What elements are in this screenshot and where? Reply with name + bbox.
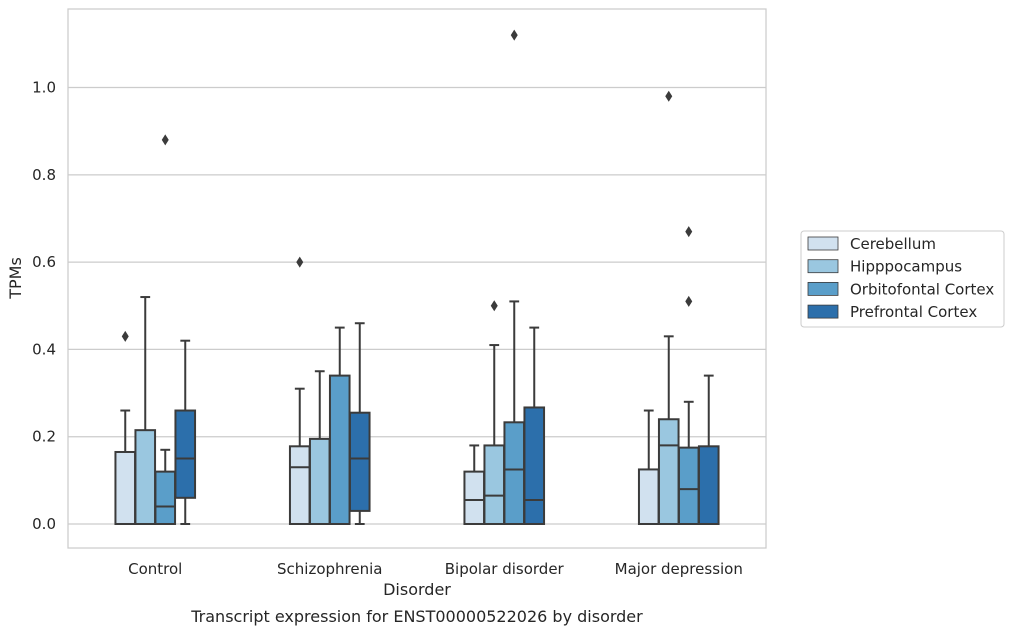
outlier-point [510,29,518,41]
box-cerebellum [288,256,311,525]
y-tick-label: 1.0 [32,79,56,97]
box-body [677,446,700,525]
box-hipppocampus [134,296,157,525]
y-tick-label: 0.2 [32,428,56,446]
box-body [308,437,331,525]
box-prefrontal-cortex [174,339,197,525]
box-body [503,421,526,525]
legend-label: Prefrontal Cortex [850,303,977,321]
outlier-point [685,226,693,238]
box-orbitofontal-cortex [677,226,700,525]
y-axis-title: TPMs [6,257,25,300]
y-tick-label: 0.4 [32,340,56,358]
box-prefrontal-cortex [697,374,720,525]
legend-label: Cerebellum [850,235,936,253]
box-body [154,470,177,525]
outlier-point [121,330,129,342]
y-tick-labels: 0.0 0.2 0.4 0.6 0.8 1.0 [32,79,56,533]
box-body [657,418,680,525]
outlier-point [685,295,693,307]
box-prefrontal-cortex [348,322,371,525]
x-tick-label: Bipolar disorder [445,560,565,578]
legend-swatch [807,259,839,274]
legend-label: Orbitofontal Cortex [850,280,994,298]
box-body [463,470,486,525]
box-body [114,450,137,525]
box-body [348,411,371,512]
legend-label: Hipppocampus [850,258,962,276]
box-body [483,444,506,525]
legend-swatch [807,304,839,319]
box-body [174,409,197,499]
box-body [288,445,311,525]
box-body [637,468,660,525]
y-tick-label: 0.8 [32,166,56,184]
x-tick-labels: Control Schizophrenia Bipolar disorder Majo… [128,560,743,578]
x-tick-label: Schizophrenia [277,560,382,578]
box-body [523,406,546,525]
y-tick-label: 0.6 [32,253,56,271]
outlier-point [665,90,673,102]
box-prefrontal-cortex [523,326,546,525]
chart-title: Transcript expression for ENST0000052202… [190,607,643,626]
legend-swatch [807,281,839,296]
x-tick-label: Control [128,560,182,578]
box-body [697,445,720,525]
boxes [114,29,720,525]
x-tick-label: Major depression [615,560,743,578]
legend-frame [800,230,1005,328]
box-orbitofontal-cortex [154,134,177,525]
box-cerebellum [637,409,660,525]
box-body [134,429,157,525]
outlier-point [490,300,498,312]
outlier-point [161,134,169,146]
legend: Cerebellum Hipppocampus Orbitofontal Corte… [800,230,1005,328]
outlier-point [296,256,304,268]
box-body [328,374,351,525]
box-orbitofontal-cortex [503,29,526,525]
legend-swatch [807,236,839,251]
box-cerebellum [463,444,486,525]
plot-frame [67,8,767,549]
y-tick-label: 0.0 [32,515,56,533]
x-axis-title: Disorder [383,580,451,599]
